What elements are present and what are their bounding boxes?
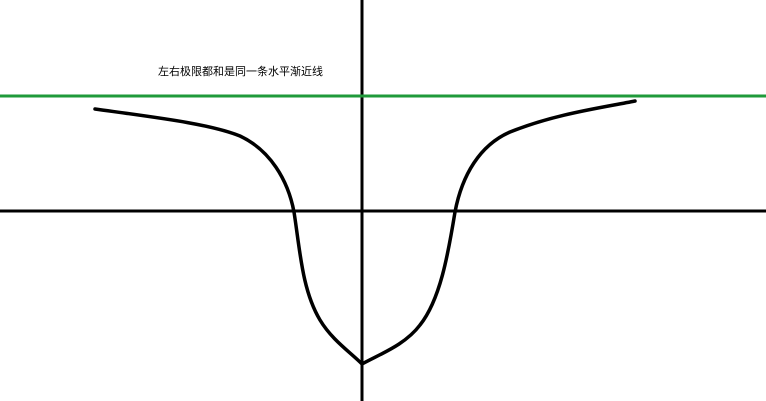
function-curve	[93, 99, 637, 366]
asymptote-annotation: 左右极限都和是同一条水平渐近线	[158, 65, 323, 78]
